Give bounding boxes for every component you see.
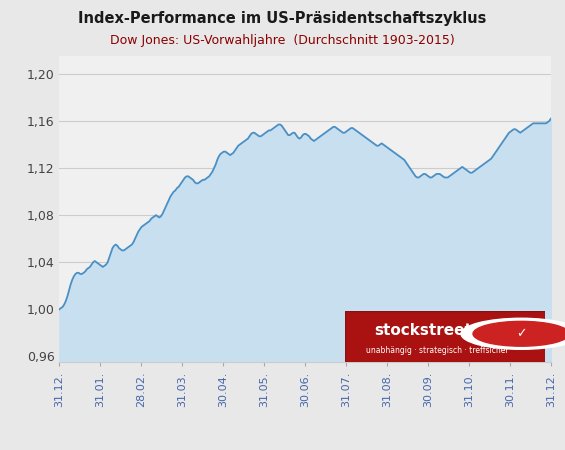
Circle shape (473, 321, 565, 346)
Text: unabhängig · strategisch · treffsicher: unabhängig · strategisch · treffsicher (366, 346, 508, 356)
Text: ✓: ✓ (516, 327, 527, 340)
Text: Dow Jones: US-Vorwahljahre  (Durchschnitt 1903-2015): Dow Jones: US-Vorwahljahre (Durchschnitt… (110, 34, 455, 47)
Text: Index-Performance im US-Präsidentschaftszyklus: Index-Performance im US-Präsidentschafts… (79, 11, 486, 26)
FancyBboxPatch shape (345, 310, 545, 362)
Circle shape (461, 318, 565, 349)
Text: stockstreet.de: stockstreet.de (375, 323, 499, 338)
